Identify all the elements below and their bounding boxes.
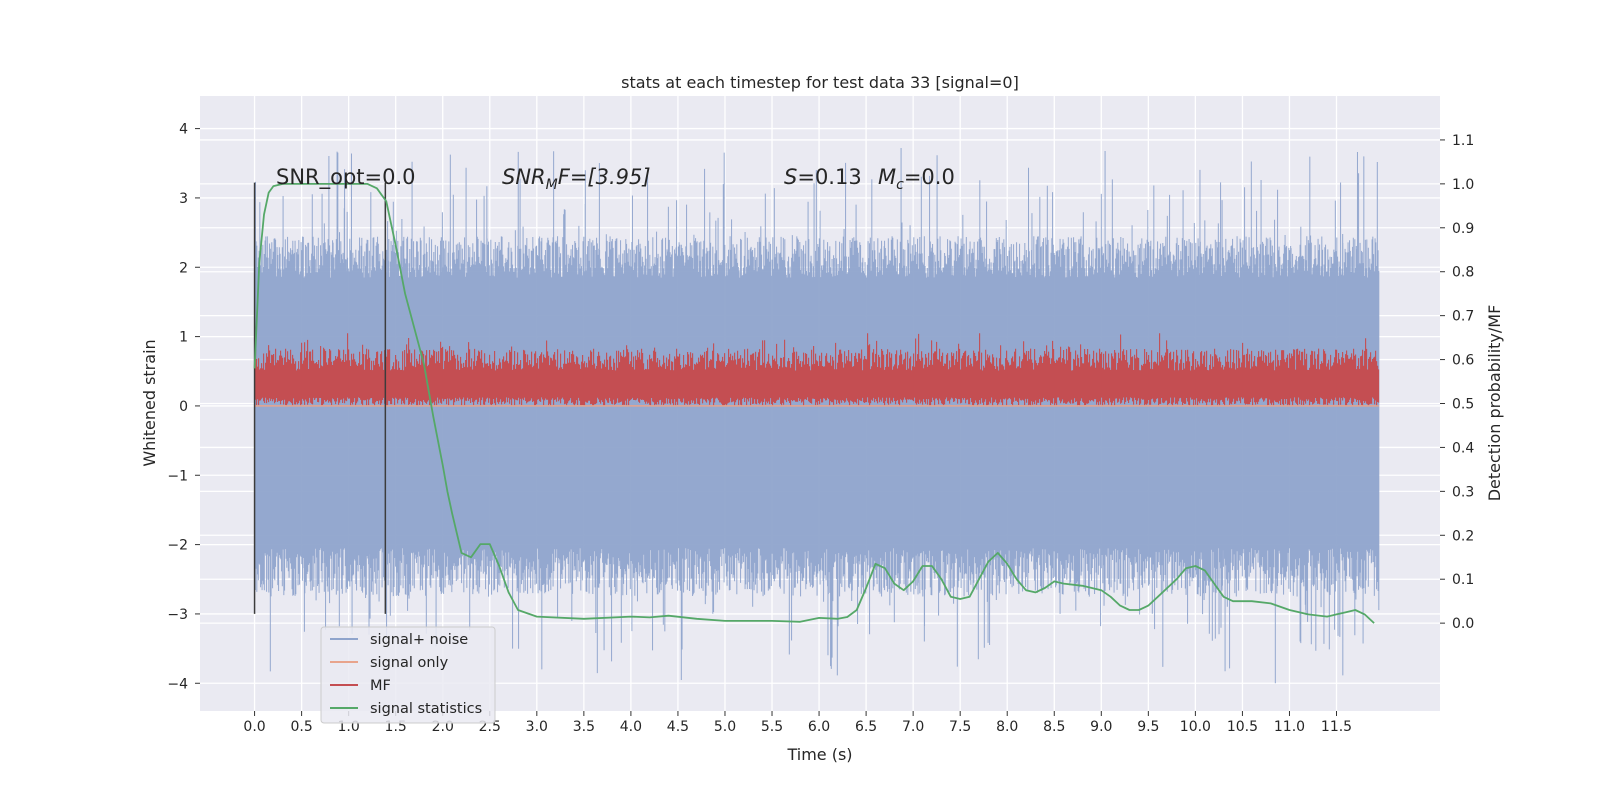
legend-label-signal-only: signal only [370,655,449,671]
signal-statistics-line [253,182,1375,624]
legend-label-signal-noise: signal+ noise [370,632,468,648]
y-right-tick-label: 0.9 [1452,221,1474,237]
y-right-tick-label: 0.3 [1452,484,1474,500]
annotation-snr-opt: SNR_opt=0.0 [276,165,416,190]
x-tick-label: 9.0 [1090,719,1112,735]
series-signal-statistics [253,182,1375,624]
legend-label-signal-statistics: signal statistics [370,701,482,717]
y-axis-left-label: Whitened strain [140,339,159,466]
y-tick-label: −3 [167,607,188,623]
annotation-snr-mf: SNRMF=[3.95] [502,165,651,193]
x-tick-label: 0.0 [243,719,265,735]
y-tick-label: −1 [167,468,188,484]
x-tick-label: 7.0 [902,719,924,735]
y-tick-label: −2 [167,538,188,554]
annotation-mc: Mc=0.0 [878,165,955,193]
y-tick-label: 2 [179,260,188,276]
x-tick-label: 11.5 [1321,719,1352,735]
y-tick-label: 4 [179,122,188,138]
x-tick-label: 0.5 [290,719,312,735]
x-tick-label: 6.0 [808,719,830,735]
marker-lines [253,182,387,614]
x-tick-label: 5.0 [714,719,736,735]
y-right-tick-label: 0.8 [1452,265,1474,281]
y-axis-right-label: Detection probability/MF [1485,305,1504,502]
x-tick-label: 3.0 [526,719,548,735]
y-axis-right-ticks: 0.0 0.1 0.2 0.3 0.4 0.5 0.6 0.7 0.8 0.9 1.0 1.1 [1440,133,1474,632]
x-tick-label: 7.5 [949,719,971,735]
annotation-s: S=0.13 [784,165,862,189]
y-right-tick-label: 0.4 [1452,440,1474,456]
x-tick-label: 6.5 [855,719,877,735]
x-tick-label: 11.0 [1274,719,1305,735]
y-right-tick-label: 0.7 [1452,309,1474,325]
legend-label-mf: MF [370,678,391,694]
y-tick-label: 3 [179,191,188,207]
y-right-tick-label: 1.0 [1452,177,1474,193]
x-tick-label: 3.5 [573,719,595,735]
x-tick-label: 10.0 [1180,719,1211,735]
y-right-tick-label: 0.5 [1452,397,1474,413]
x-tick-label: 9.5 [1137,719,1159,735]
x-tick-label: 5.5 [761,719,783,735]
x-tick-label: 8.5 [1043,719,1065,735]
y-right-tick-label: 1.1 [1452,133,1474,149]
x-tick-label: 4.5 [667,719,689,735]
y-right-tick-label: 0.1 [1452,572,1474,588]
y-axis-left-ticks: −4 −3 −2 −1 0 1 2 3 4 [167,122,200,692]
y-right-tick-label: 0.2 [1452,528,1474,544]
legend-box [320,626,496,724]
y-tick-label: −4 [167,676,188,692]
x-tick-label: 10.5 [1227,719,1258,735]
legend: signal+ noise signal only MF signal stat… [320,626,496,724]
y-tick-label: 1 [179,330,188,346]
x-tick-label: 4.0 [620,719,642,735]
y-right-tick-label: 0.0 [1452,616,1474,632]
x-axis-ticks: 0.0 0.5 1.0 1.5 2.0 2.5 3.0 3.5 4.0 4.5 5.0 5.5 6.0 6… [243,711,1352,735]
y-right-tick-label: 0.6 [1452,353,1474,369]
chart-title: stats at each timestep for test data 33 … [621,73,1019,92]
x-tick-label: 8.0 [996,719,1018,735]
y-tick-label: 0 [179,399,188,415]
x-axis-label: Time (s) [786,745,852,764]
